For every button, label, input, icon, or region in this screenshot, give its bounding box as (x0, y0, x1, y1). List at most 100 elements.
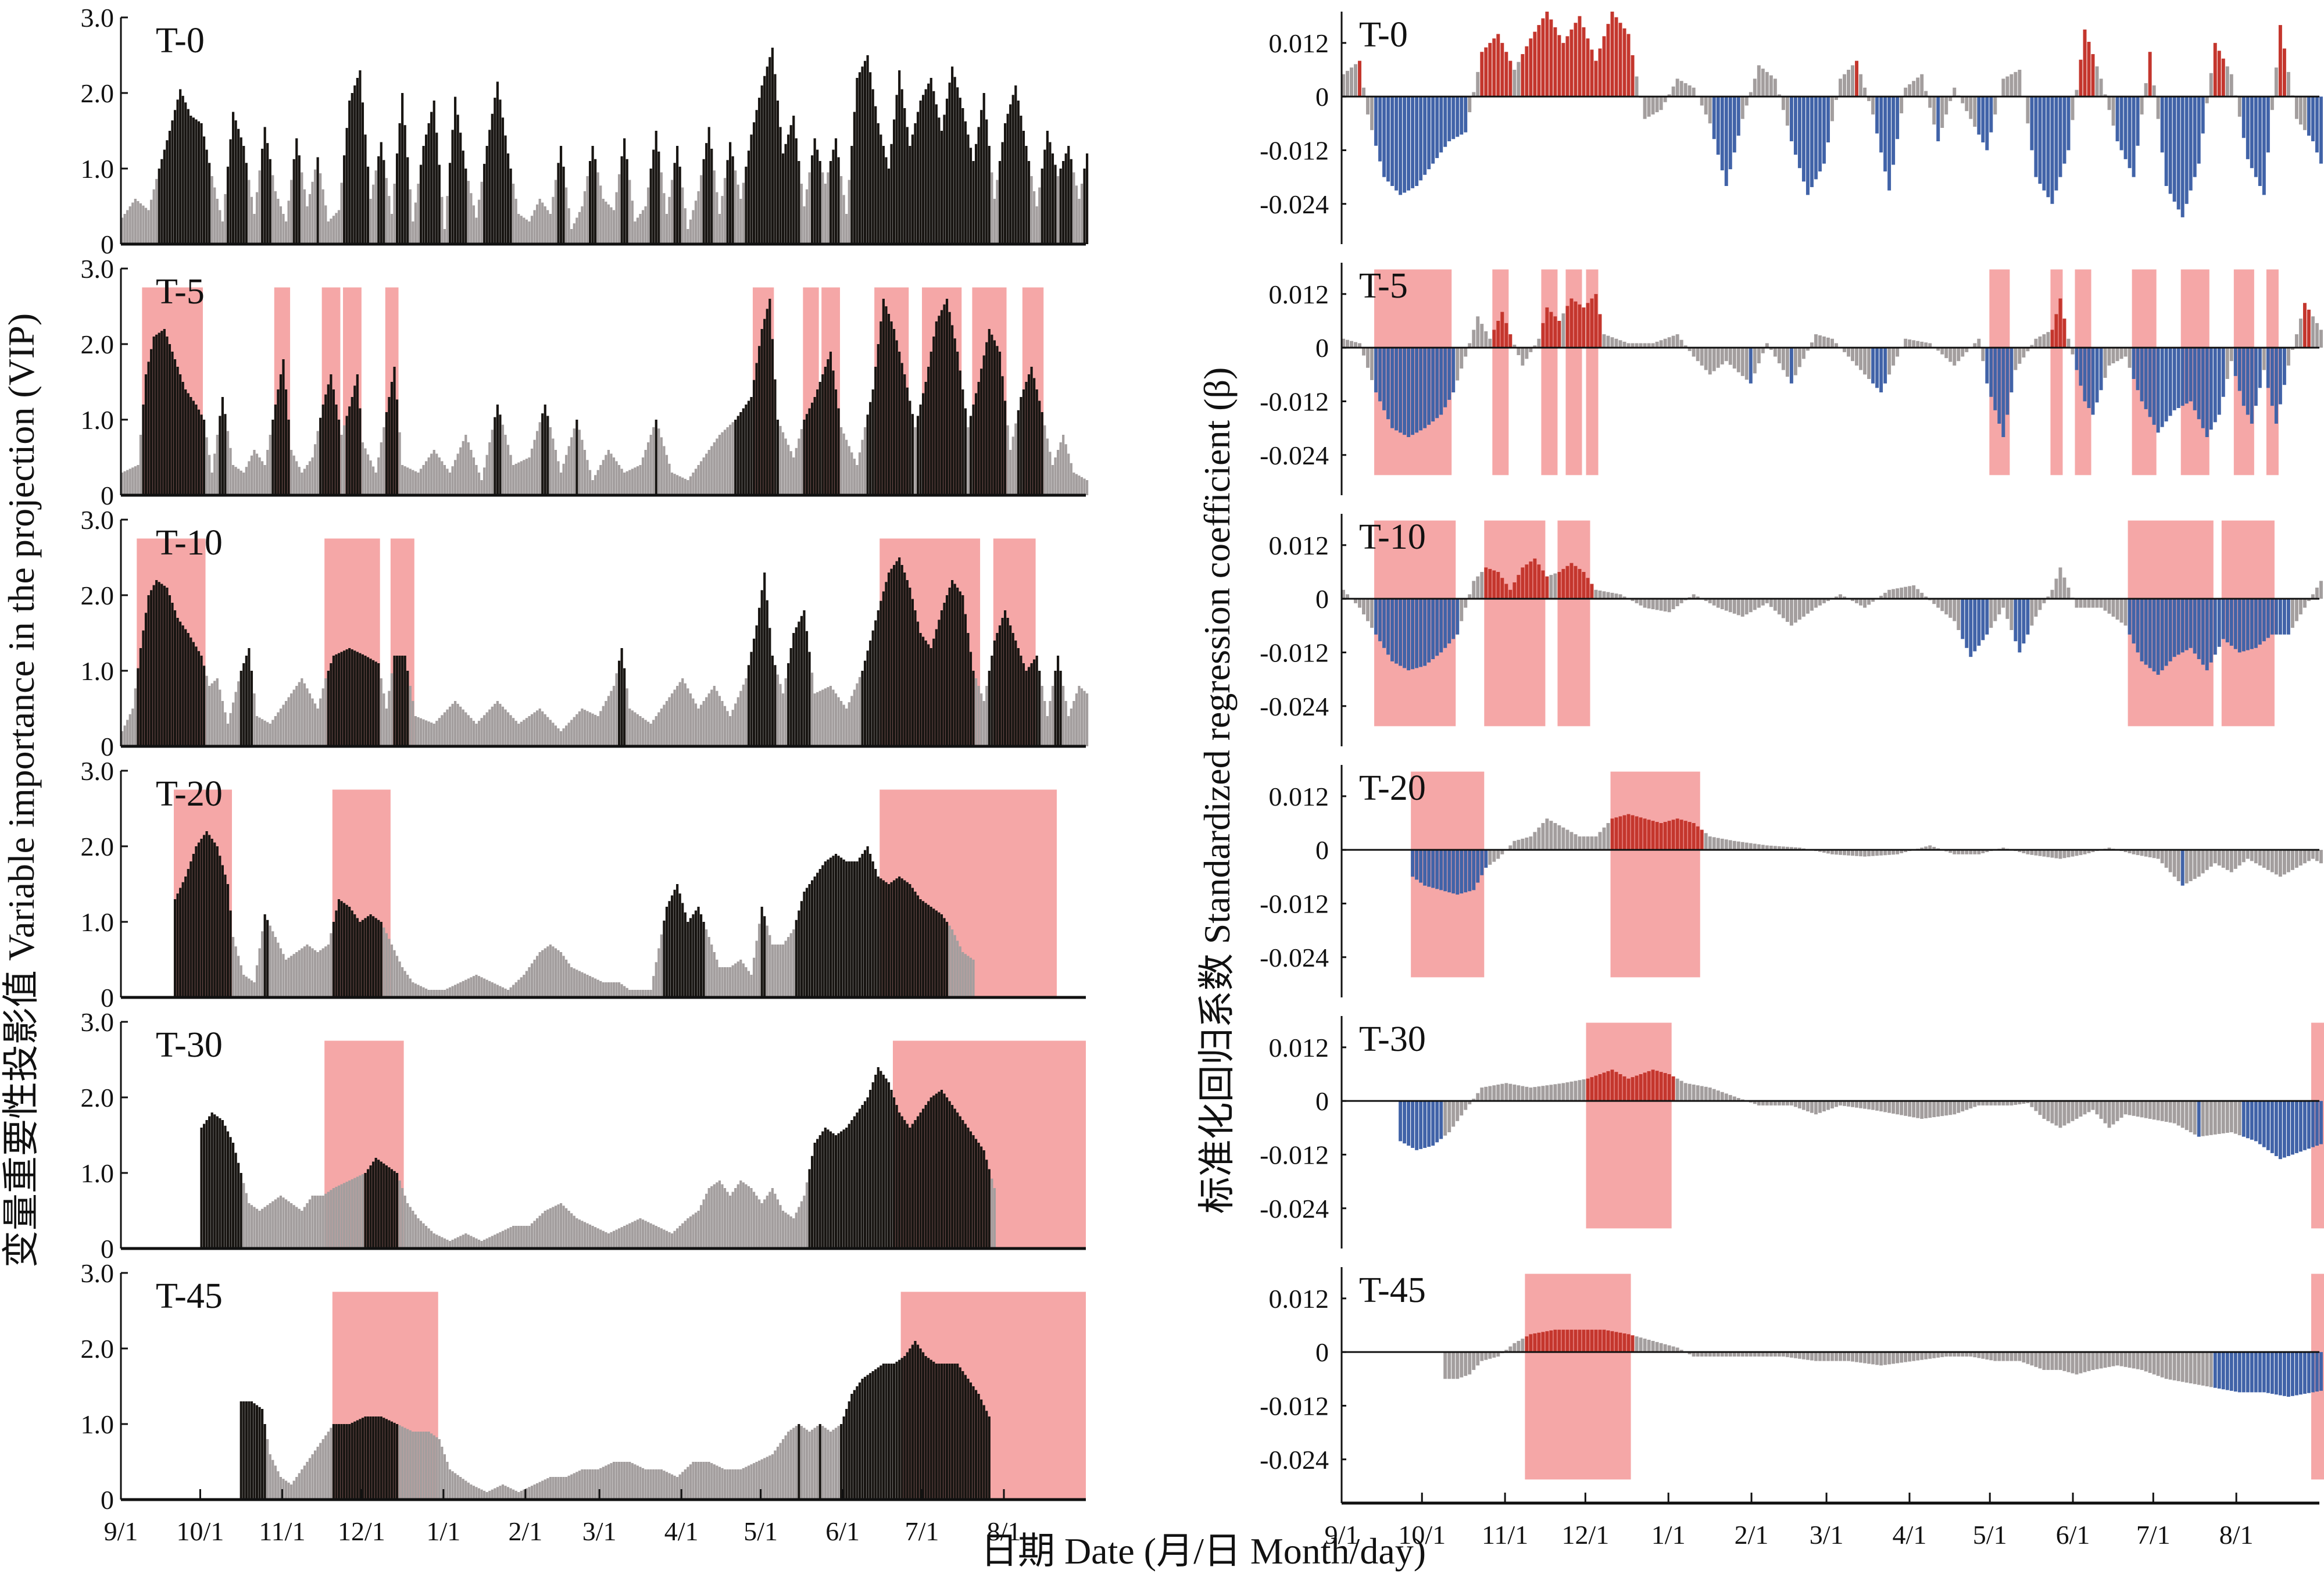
beta-bar (1561, 1329, 1565, 1353)
beta-bar (1618, 816, 1622, 850)
vip-bar (848, 446, 850, 495)
vip-bar (768, 57, 771, 244)
vip-bar (480, 1241, 483, 1249)
beta-bar (1472, 850, 1476, 890)
vip-bar (202, 835, 206, 997)
vip-bar (456, 703, 459, 746)
vip-bar (134, 466, 137, 495)
vip-bar (1043, 701, 1046, 746)
vip-bar (610, 691, 613, 746)
beta-bar (2066, 1352, 2071, 1372)
y-tick-label: -0.012 (1260, 889, 1329, 918)
vip-bar (565, 725, 568, 746)
y-tick-label: 0.012 (1269, 1284, 1329, 1314)
vip-bar (239, 965, 242, 997)
vip-bar (795, 920, 798, 997)
beta-bar (1867, 1352, 1871, 1364)
vip-bar (292, 954, 295, 997)
beta-bar (1940, 348, 1944, 355)
vip-bar (488, 1237, 491, 1249)
vip-bar (768, 1192, 771, 1249)
vip-bar (734, 420, 737, 495)
vip-bar (798, 621, 800, 746)
beta-bar (1765, 845, 1769, 850)
vip-bar (530, 448, 534, 495)
beta-bar (2258, 348, 2262, 388)
beta-bar (2168, 599, 2172, 661)
beta-bar (1822, 336, 1826, 348)
beta-bar (1439, 348, 1443, 415)
vip-bar (903, 1120, 906, 1249)
vip-bar (953, 1364, 956, 1500)
vip-bar (496, 985, 499, 997)
beta-bar (2319, 1101, 2323, 1144)
vip-bar (552, 722, 555, 746)
beta-bar (1936, 599, 1940, 608)
vip-bar (224, 712, 227, 746)
vip-bar (882, 880, 885, 997)
beta-bar (1843, 596, 1846, 599)
vip-bar (1035, 389, 1038, 495)
vip-bar (321, 1196, 324, 1249)
vip-bar (578, 711, 581, 746)
vip-bar (446, 1239, 449, 1249)
vip-bar (1054, 164, 1057, 244)
beta-bar (1635, 76, 1639, 97)
beta-bar (1435, 599, 1439, 656)
vip-bar (866, 650, 869, 746)
vip-bar (197, 121, 201, 244)
vip-bar (625, 988, 628, 997)
vip-bar (401, 465, 404, 495)
beta-bar (1529, 1334, 1533, 1353)
beta-bar (1631, 55, 1635, 97)
vip-bar (842, 704, 845, 746)
beta-bar (1350, 341, 1353, 348)
vip-bar (818, 1135, 821, 1249)
vip-bar (713, 952, 716, 997)
vip-bar (874, 367, 877, 495)
vip-bar (628, 180, 631, 244)
vip-bar (660, 1469, 663, 1500)
vip-bar (758, 346, 761, 495)
vip-bar (292, 689, 295, 746)
vip-bar (721, 1184, 724, 1249)
beta-bar (1761, 845, 1765, 850)
vip-bar (459, 982, 462, 997)
beta-bar (1427, 96, 1431, 170)
vip-bar (200, 123, 203, 244)
beta-bar (2311, 1352, 2315, 1393)
beta-bar (2205, 850, 2209, 870)
beta-bar (1736, 599, 1740, 616)
vip-bar (255, 192, 259, 244)
beta-bar (1859, 348, 1863, 370)
beta-bar (1598, 832, 1602, 850)
vip-bar (850, 696, 853, 746)
vip-bar (676, 1477, 679, 1500)
x-tick-label: 3/1 (1810, 1520, 1844, 1550)
vip-bar (742, 408, 745, 495)
beta-bar (1569, 298, 1574, 348)
vip-bar (792, 116, 795, 244)
vip-bar (361, 1174, 364, 1249)
vip-bar (462, 981, 464, 997)
beta-bar (1578, 304, 1582, 348)
vip-bar (856, 78, 859, 244)
beta-bar (1961, 96, 1965, 103)
beta-bar (1822, 1352, 1826, 1361)
vip-bar (353, 1421, 356, 1500)
vip-bar (1043, 149, 1046, 244)
vip-bar (483, 163, 486, 244)
vip-bar (895, 1361, 898, 1500)
vip-bar (1070, 159, 1072, 244)
vip-bar (403, 1428, 406, 1500)
vip-bar (263, 1424, 266, 1500)
y-tick-label: 2.0 (81, 78, 115, 108)
beta-bar (1887, 850, 1892, 855)
beta-bar (2030, 345, 2034, 348)
vip-bar (253, 1207, 256, 1249)
vip-bar (1022, 663, 1025, 746)
beta-bar (2229, 599, 2233, 646)
vip-bar (1009, 625, 1012, 746)
beta-bar (1618, 23, 1622, 97)
vip-bar (316, 157, 319, 244)
